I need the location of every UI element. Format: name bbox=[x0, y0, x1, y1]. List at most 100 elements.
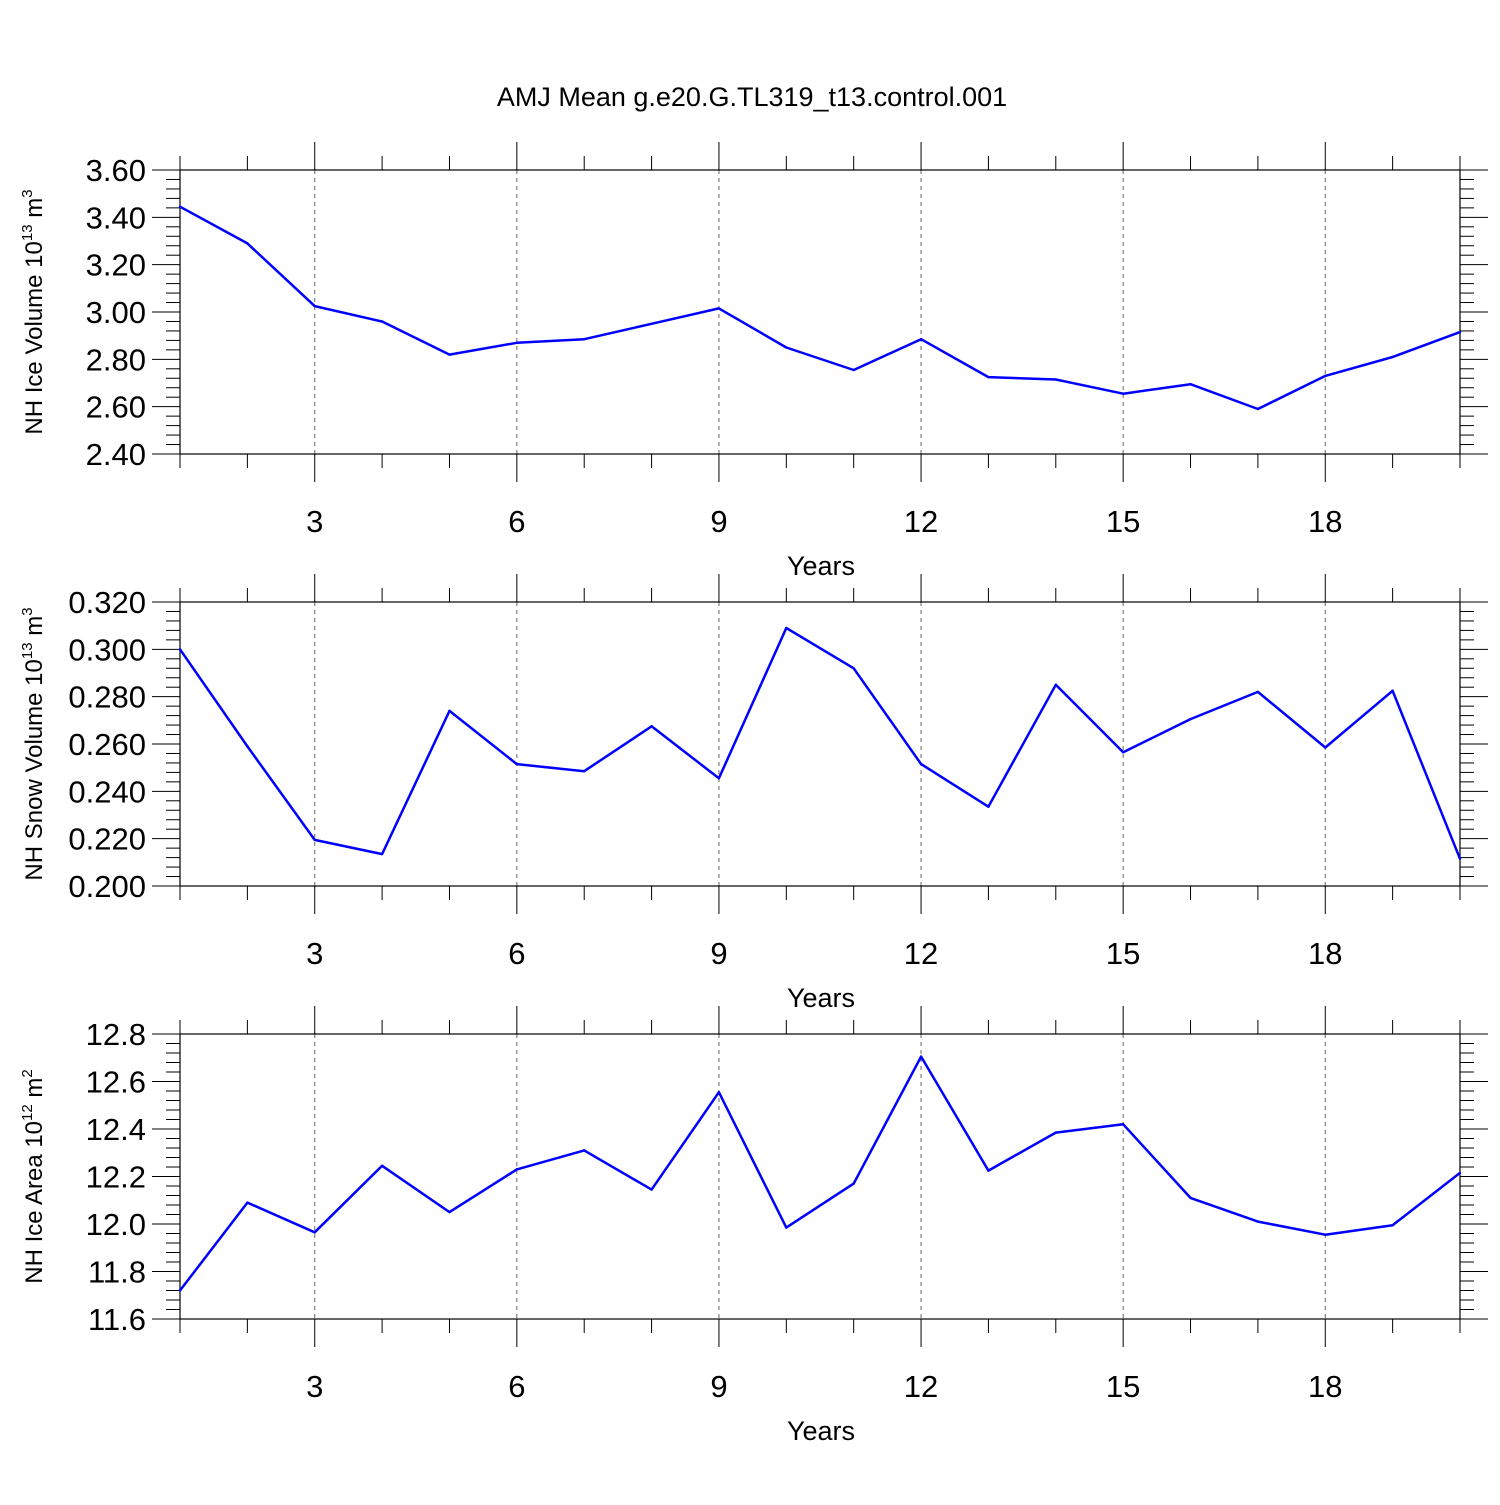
data-point bbox=[1324, 374, 1327, 378]
x-tick-label: 6 bbox=[508, 504, 525, 539]
data-point bbox=[448, 709, 451, 713]
data-point bbox=[1256, 1220, 1260, 1223]
data-point bbox=[1391, 1223, 1394, 1227]
x-axis-label: Years bbox=[787, 983, 855, 1013]
y-tick-label: 0.220 bbox=[68, 822, 146, 857]
data-point bbox=[717, 1090, 721, 1094]
x-tick-label: 6 bbox=[508, 936, 525, 971]
y-tick-label: 3.00 bbox=[86, 295, 146, 330]
x-tick-label: 12 bbox=[904, 1369, 938, 1404]
panel-1: 2.40 2.60 2.80 3.00 3.20 3.40 3.60 3 6 9 12 15 18 Yea… bbox=[19, 142, 1488, 581]
data-point bbox=[515, 341, 519, 344]
data-point bbox=[1054, 683, 1057, 687]
y-tick-label: 2.80 bbox=[86, 342, 146, 377]
data-point bbox=[448, 353, 451, 356]
data-point bbox=[1256, 690, 1260, 694]
y-axis-label: NH Snow Volume 1013 m3 bbox=[19, 607, 48, 880]
data-point bbox=[650, 322, 653, 326]
x-axis-label: Years bbox=[787, 1416, 855, 1446]
y-tick-label: 2.40 bbox=[86, 437, 146, 472]
series-line bbox=[179, 1055, 1461, 1292]
data-point bbox=[1054, 1131, 1057, 1134]
y-tick-label: 2.60 bbox=[86, 390, 146, 425]
y-axis-label: NH Ice Volume 1013 m3 bbox=[19, 189, 48, 434]
data-point bbox=[919, 762, 923, 766]
data-point bbox=[583, 338, 586, 341]
x-tick-label: 18 bbox=[1308, 1369, 1342, 1404]
data-point bbox=[380, 1164, 384, 1168]
y-tick-label: 0.320 bbox=[68, 585, 146, 620]
x-tick-label: 3 bbox=[306, 936, 323, 971]
data-point bbox=[178, 205, 182, 208]
x-tick-label: 9 bbox=[710, 1369, 727, 1404]
data-point bbox=[1189, 382, 1192, 386]
y-tick-label: 11.6 bbox=[88, 1302, 146, 1337]
y-tick-label: 12.8 bbox=[86, 1017, 146, 1052]
y-tick-label: 0.200 bbox=[68, 869, 146, 904]
y-tick-label: 0.300 bbox=[68, 632, 146, 667]
data-point bbox=[852, 667, 855, 670]
y-tick-label: 11.8 bbox=[88, 1255, 146, 1290]
x-axis-label: Years bbox=[787, 551, 855, 581]
data-point bbox=[583, 1149, 586, 1152]
data-point bbox=[1256, 407, 1260, 411]
series-line bbox=[178, 626, 1462, 860]
data-point bbox=[650, 1188, 653, 1191]
series-line bbox=[179, 205, 1461, 411]
data-point bbox=[987, 375, 990, 379]
y-tick-label: 3.60 bbox=[86, 153, 146, 188]
data-point bbox=[785, 626, 788, 630]
y-tick-label: 3.20 bbox=[86, 248, 146, 283]
data-point bbox=[515, 1168, 519, 1171]
data-point bbox=[717, 777, 721, 780]
data-point bbox=[1458, 330, 1462, 334]
data-point bbox=[650, 725, 653, 728]
plot-frame bbox=[179, 601, 1461, 887]
y-tick-label: 12.4 bbox=[86, 1112, 146, 1147]
panel-2: 0.200 0.220 0.240 0.260 0.280 0.300 0.320 3 6 9 12… bbox=[19, 574, 1488, 1013]
x-tick-label: 12 bbox=[904, 504, 938, 539]
y-tick-label: 12.6 bbox=[86, 1065, 146, 1100]
y-tick-label: 12.0 bbox=[86, 1207, 146, 1242]
data-point bbox=[1189, 717, 1192, 721]
data-point bbox=[313, 304, 316, 308]
data-point bbox=[852, 368, 855, 372]
data-point bbox=[785, 1226, 788, 1229]
x-tick-label: 3 bbox=[306, 1369, 323, 1404]
data-point bbox=[852, 1182, 855, 1185]
x-tick-label: 18 bbox=[1308, 936, 1342, 971]
data-point bbox=[1391, 355, 1394, 359]
data-point bbox=[380, 320, 384, 323]
x-tick-label: 18 bbox=[1308, 504, 1342, 539]
x-tick-label: 6 bbox=[508, 1369, 525, 1404]
y-tick-label: 0.240 bbox=[68, 774, 146, 809]
data-point bbox=[380, 852, 384, 856]
data-point bbox=[313, 1231, 316, 1234]
y-tick-label: 0.280 bbox=[68, 680, 146, 715]
plot-frame bbox=[179, 169, 1461, 455]
x-tick-label: 15 bbox=[1106, 936, 1140, 971]
data-point bbox=[246, 745, 249, 748]
data-point bbox=[313, 838, 316, 842]
data-point bbox=[1391, 689, 1394, 692]
data-point bbox=[717, 307, 721, 310]
panel-3: 11.6 11.8 12.0 12.2 12.4 12.6 12.8 3 6 9 12 15 18 Yea… bbox=[19, 1006, 1488, 1446]
data-point bbox=[1189, 1196, 1192, 1200]
data-point bbox=[987, 1169, 990, 1172]
data-point bbox=[583, 770, 586, 773]
chart-title: AMJ Mean g.e20.G.TL319_t13.control.001 bbox=[497, 82, 1007, 112]
data-point bbox=[987, 805, 990, 808]
x-tick-label: 15 bbox=[1106, 504, 1140, 539]
data-point bbox=[448, 1210, 451, 1214]
x-tick-label: 12 bbox=[904, 936, 938, 971]
y-tick-label: 0.260 bbox=[68, 727, 146, 762]
data-point bbox=[1324, 1233, 1327, 1236]
x-tick-label: 9 bbox=[710, 936, 727, 971]
y-tick-label: 12.2 bbox=[86, 1160, 146, 1195]
data-point bbox=[246, 242, 249, 245]
data-point bbox=[1121, 751, 1125, 754]
data-point bbox=[1458, 857, 1462, 860]
data-point bbox=[1458, 1171, 1462, 1175]
